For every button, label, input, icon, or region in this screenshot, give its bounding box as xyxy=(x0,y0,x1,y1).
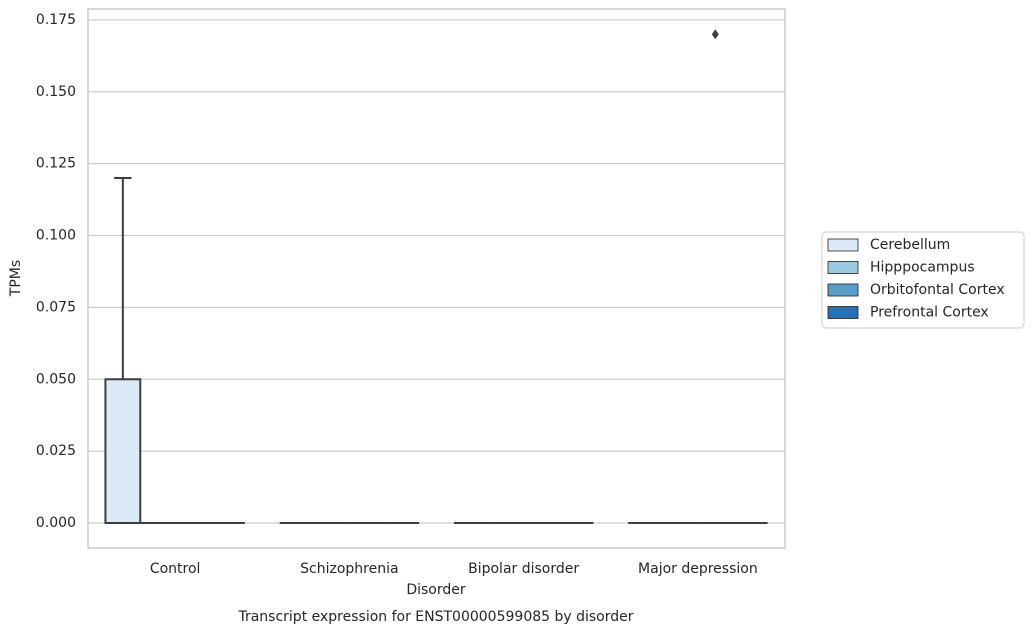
outlier xyxy=(711,29,719,40)
y-tick-label: 0.000 xyxy=(36,515,76,531)
legend-label: Prefrontal Cortex xyxy=(870,305,989,321)
legend-label: Cerebellum xyxy=(870,237,950,253)
legend-swatch xyxy=(827,261,859,274)
legend-swatch xyxy=(827,306,859,319)
legend-label: Orbitofontal Cortex xyxy=(870,282,1005,298)
y-axis-label: TPMs xyxy=(8,260,24,297)
x-axis-label: Disorder xyxy=(406,582,466,598)
y-tick-label: 0.025 xyxy=(36,443,76,459)
x-tick-label: Major depression xyxy=(638,561,758,577)
y-tick-label: 0.175 xyxy=(36,12,76,28)
x-tick-label: Schizophrenia xyxy=(300,561,398,577)
y-tick-label: 0.050 xyxy=(36,371,76,387)
legend-frame xyxy=(821,231,1025,329)
plot-frame xyxy=(87,8,786,549)
x-tick-label: Bipolar disorder xyxy=(468,561,579,577)
y-tick-label: 0.150 xyxy=(36,84,76,100)
x-tick-label: Control xyxy=(150,561,201,577)
y-tick-label: 0.075 xyxy=(36,299,76,315)
legend-label: Hipppocampus xyxy=(870,260,975,276)
y-tick-label: 0.100 xyxy=(36,228,76,244)
legend-swatch xyxy=(827,238,859,252)
chart-title: Transcript expression for ENST0000059908… xyxy=(237,609,633,625)
legend-swatch xyxy=(827,283,859,297)
y-tick-label: 0.125 xyxy=(36,156,76,172)
box xyxy=(104,378,142,524)
